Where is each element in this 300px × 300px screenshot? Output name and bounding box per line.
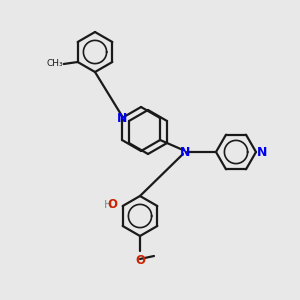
Text: O: O [108,199,118,212]
Text: N: N [117,112,127,124]
Text: O: O [135,254,145,267]
Text: N: N [180,146,190,158]
Text: N: N [257,146,267,158]
Text: CH₃: CH₃ [46,59,63,68]
Text: H: H [104,200,113,210]
